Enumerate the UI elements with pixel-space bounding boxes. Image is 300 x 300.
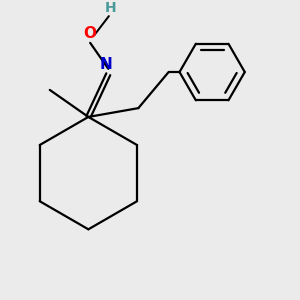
Text: O: O — [84, 26, 97, 41]
Text: N: N — [100, 57, 113, 72]
Text: H: H — [105, 1, 116, 15]
